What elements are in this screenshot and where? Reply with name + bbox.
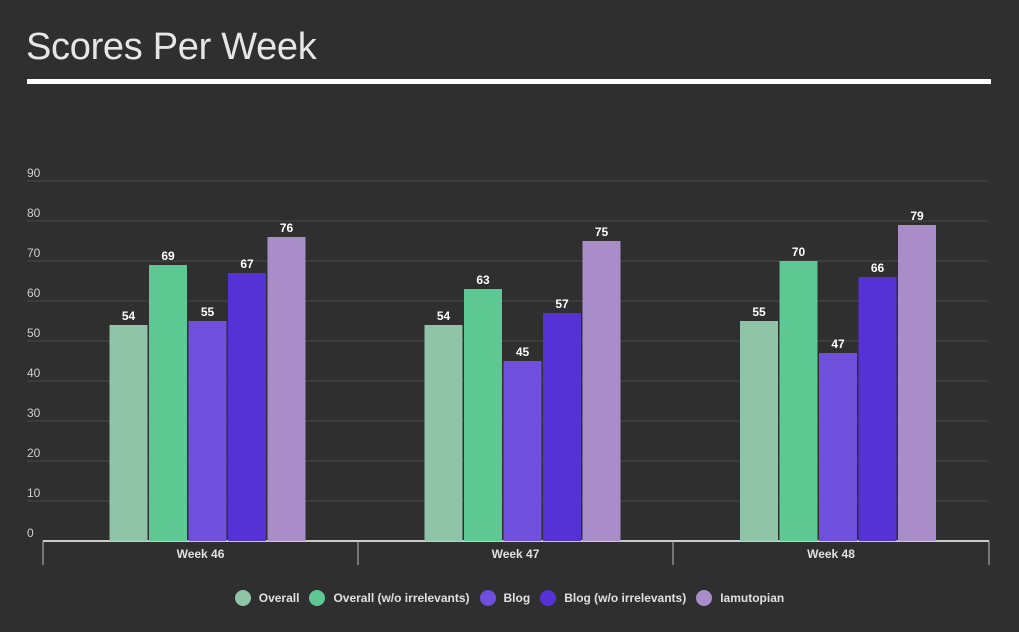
y-tick-label: 20	[27, 446, 41, 460]
y-tick-label: 50	[27, 326, 41, 340]
data-label: 63	[476, 273, 490, 287]
x-tick-label: Week 48	[807, 547, 855, 561]
bar	[740, 321, 778, 541]
bar	[188, 321, 227, 541]
y-tick-label: 70	[27, 246, 41, 260]
data-label: 67	[240, 257, 254, 271]
bar	[228, 273, 266, 541]
title-rule	[27, 79, 991, 84]
data-label: 76	[280, 221, 294, 235]
data-label: 75	[595, 225, 609, 239]
data-label: 54	[437, 309, 451, 323]
legend-swatch-icon	[479, 590, 496, 606]
data-label: 79	[910, 209, 924, 223]
bar	[819, 353, 857, 541]
data-label: 54	[122, 309, 136, 323]
legend-item[interactable]: Blog	[479, 590, 531, 606]
data-label: 55	[752, 305, 766, 319]
bar	[898, 225, 936, 541]
data-label: 70	[792, 245, 806, 259]
data-label: 69	[161, 249, 175, 263]
legend-item[interactable]: Overall (w/o irrelevants)	[309, 590, 470, 606]
legend-label: Overall	[258, 591, 300, 605]
bar	[503, 361, 542, 541]
chart-legend: Overall Overall (w/o irrelevants) Blog Blog…	[0, 590, 1019, 606]
x-tick-label: Week 47	[492, 547, 540, 561]
legend-swatch-icon	[696, 590, 713, 606]
y-tick-label: 0	[27, 526, 34, 540]
bar	[582, 241, 621, 541]
bar	[267, 237, 306, 541]
legend-item[interactable]: Overall	[234, 590, 300, 606]
bar	[543, 313, 581, 541]
y-tick-label: 60	[27, 286, 41, 300]
legend-label: Blog	[503, 591, 531, 605]
legend-swatch-icon	[540, 590, 557, 606]
bar	[109, 325, 148, 541]
legend-swatch-icon	[234, 590, 251, 606]
y-tick-label: 10	[27, 486, 41, 500]
bar	[779, 261, 818, 541]
data-label: 66	[871, 261, 885, 275]
legend-label: Overall (w/o irrelevants)	[333, 591, 470, 605]
data-label: 55	[201, 305, 215, 319]
bar	[424, 325, 463, 541]
bar	[858, 277, 897, 541]
y-tick-label: 40	[27, 366, 41, 380]
data-label: 57	[555, 297, 569, 311]
legend-swatch-icon	[309, 590, 326, 606]
data-label: 47	[831, 337, 845, 351]
legend-label: Blog (w/o irrelevants)	[564, 591, 687, 605]
y-tick-label: 90	[27, 166, 41, 180]
x-tick-label: Week 46	[177, 547, 225, 561]
chart-title: Scores Per Week	[26, 26, 317, 68]
bar	[149, 265, 187, 541]
legend-item[interactable]: Blog (w/o irrelevants)	[540, 590, 686, 606]
y-tick-label: 30	[27, 406, 41, 420]
y-tick-label: 80	[27, 206, 41, 220]
legend-label: Iamutopian	[720, 591, 785, 605]
legend-item[interactable]: Iamutopian	[696, 590, 784, 606]
bar	[464, 289, 502, 541]
data-label: 45	[516, 345, 530, 359]
